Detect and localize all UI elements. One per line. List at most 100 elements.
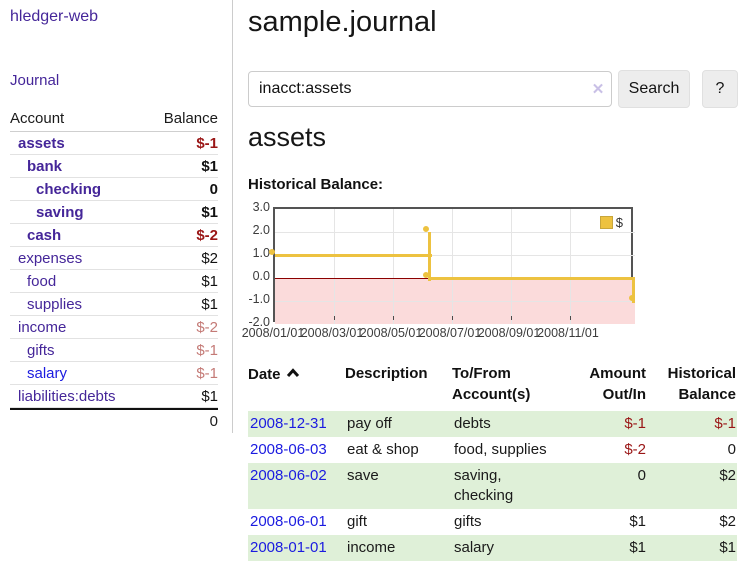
account-row-salary: salary $-1 (10, 362, 218, 385)
account-column-header: Account (10, 110, 65, 127)
gridline (275, 232, 635, 233)
transaction-amount: $1 (629, 513, 646, 530)
y-tick-label: -2.0 (248, 315, 270, 329)
account-balance: $1 (201, 272, 218, 290)
date-column-header[interactable]: Date (248, 361, 345, 411)
x-tick-mark (570, 316, 571, 320)
account-balance: $1 (201, 295, 218, 313)
chart-title: Historical Balance: (248, 176, 384, 193)
account-link[interactable]: supplies (27, 295, 83, 313)
account-balance: $-2 (196, 318, 218, 336)
gridline (275, 255, 635, 256)
transaction-amount: $-1 (624, 415, 646, 432)
account-row-supplies: supplies $1 (10, 293, 218, 316)
account-balance: $1 (201, 157, 218, 175)
register-table-container: Date Description To/From Account(s) Amou… (248, 361, 737, 561)
transaction-date-link[interactable]: 2008-01-01 (250, 539, 327, 556)
account-link[interactable]: gifts (27, 341, 55, 359)
data-point-marker[interactable] (423, 272, 429, 278)
description-column-header: Description (345, 365, 428, 382)
x-tick-label: 2008/03/01 (300, 326, 364, 340)
transaction-balance: $-1 (714, 415, 736, 432)
gridline (334, 209, 335, 324)
account-link[interactable]: checking (36, 180, 102, 198)
account-balance: $-1 (196, 134, 218, 152)
account-row-saving: saving $1 (10, 201, 218, 224)
y-tick-label: 1.0 (252, 246, 270, 260)
x-tick-label: 2008/11/01 (537, 326, 599, 340)
transaction-date-link[interactable]: 2008-06-02 (250, 467, 327, 484)
account-link[interactable]: saving (36, 203, 84, 221)
transaction-date-link[interactable]: 2008-06-03 (250, 441, 327, 458)
account-balance: 0 (209, 180, 218, 198)
data-point-marker[interactable] (629, 295, 635, 301)
transaction-description: income (347, 539, 396, 556)
transaction-accounts: saving, checking (454, 467, 514, 504)
account-link[interactable]: liabilities:debts (18, 387, 116, 405)
account-row-food: food $1 (10, 270, 218, 293)
x-tick-label: 2008/01/01 (241, 326, 305, 340)
transaction-accounts: food, supplies (454, 441, 547, 458)
transaction-balance: $2 (719, 513, 736, 530)
transaction-description: pay off (347, 415, 392, 432)
account-row-income: income $-2 (10, 316, 218, 339)
x-tick-label: 2008/07/01 (418, 326, 482, 340)
transaction-description: gift (347, 513, 368, 530)
y-tick-label: 3.0 (252, 200, 270, 214)
x-tick-mark (452, 316, 453, 320)
transaction-date-link[interactable]: 2008-12-31 (250, 415, 327, 432)
y-tick-label: 2.0 (252, 223, 270, 237)
gridline (393, 209, 394, 324)
account-link[interactable]: salary (27, 364, 68, 382)
accounts-table: Account Balance assets $-1 bank $1 check… (10, 106, 218, 432)
account-link[interactable]: food (27, 272, 57, 290)
account-row-checking: checking 0 (10, 178, 218, 201)
amount-column-header: Amount Out/In (589, 365, 646, 403)
page-title: sample.journal (248, 6, 437, 38)
sidebar-item-journal[interactable]: Journal (10, 72, 60, 89)
account-link[interactable]: income (18, 318, 67, 336)
legend-label: $ (615, 215, 623, 230)
balance-column-header: Balance (163, 110, 218, 127)
transaction-amount: 0 (637, 467, 646, 484)
transaction-description: save (347, 467, 379, 484)
transaction-amount: $-2 (624, 441, 646, 458)
account-link[interactable]: expenses (18, 249, 83, 267)
transaction-description: eat & shop (347, 441, 419, 458)
account-heading: assets (248, 122, 327, 152)
accounts-total-value: 0 (209, 412, 218, 430)
account-balance: $-2 (196, 226, 218, 244)
transaction-accounts: gifts (454, 513, 482, 530)
transaction-row: 2008-12-31 pay off debts $-1 $-1 (248, 411, 737, 437)
search-help-button[interactable]: ? (702, 70, 738, 108)
y-tick-label: -1.0 (248, 292, 270, 306)
accounts-total-row: 0 (10, 408, 218, 432)
gridline (570, 209, 571, 324)
app-title-link[interactable]: hledger-web (10, 8, 99, 25)
clear-search-icon[interactable]: ✕ (591, 81, 605, 98)
series-line-segment (275, 254, 432, 257)
x-tick-label: 2008/09/01 (477, 326, 541, 340)
account-link[interactable]: bank (27, 157, 63, 175)
transaction-row: 2008-01-01 income salary $1 $1 (248, 535, 737, 561)
accounts-column-header: To/From Account(s) (452, 365, 531, 403)
sidebar: hledger-web Journal Account Balance asse… (0, 0, 233, 433)
account-row-liabilities-debts: liabilities:debts $1 (10, 385, 218, 408)
data-point-marker[interactable] (269, 249, 275, 255)
legend-swatch (599, 216, 613, 229)
y-tick-label: 0.0 (252, 269, 270, 283)
transaction-balance: $2 (719, 467, 736, 484)
data-point-marker[interactable] (423, 226, 429, 232)
search-button[interactable]: Search (618, 70, 690, 108)
transaction-row: 2008-06-03 eat & shop food, supplies $-2… (248, 437, 737, 463)
transaction-date-link[interactable]: 2008-06-01 (250, 513, 327, 530)
account-balance: $2 (201, 249, 218, 267)
account-balance: $-1 (196, 364, 218, 382)
search-form: ✕ Search ? (248, 70, 738, 108)
search-input[interactable] (248, 71, 612, 107)
transaction-row: 2008-06-01 gift gifts $1 $2 (248, 509, 737, 535)
account-link[interactable]: assets (18, 134, 65, 152)
register-table: Date Description To/From Account(s) Amou… (248, 361, 737, 561)
account-link[interactable]: cash (27, 226, 62, 244)
